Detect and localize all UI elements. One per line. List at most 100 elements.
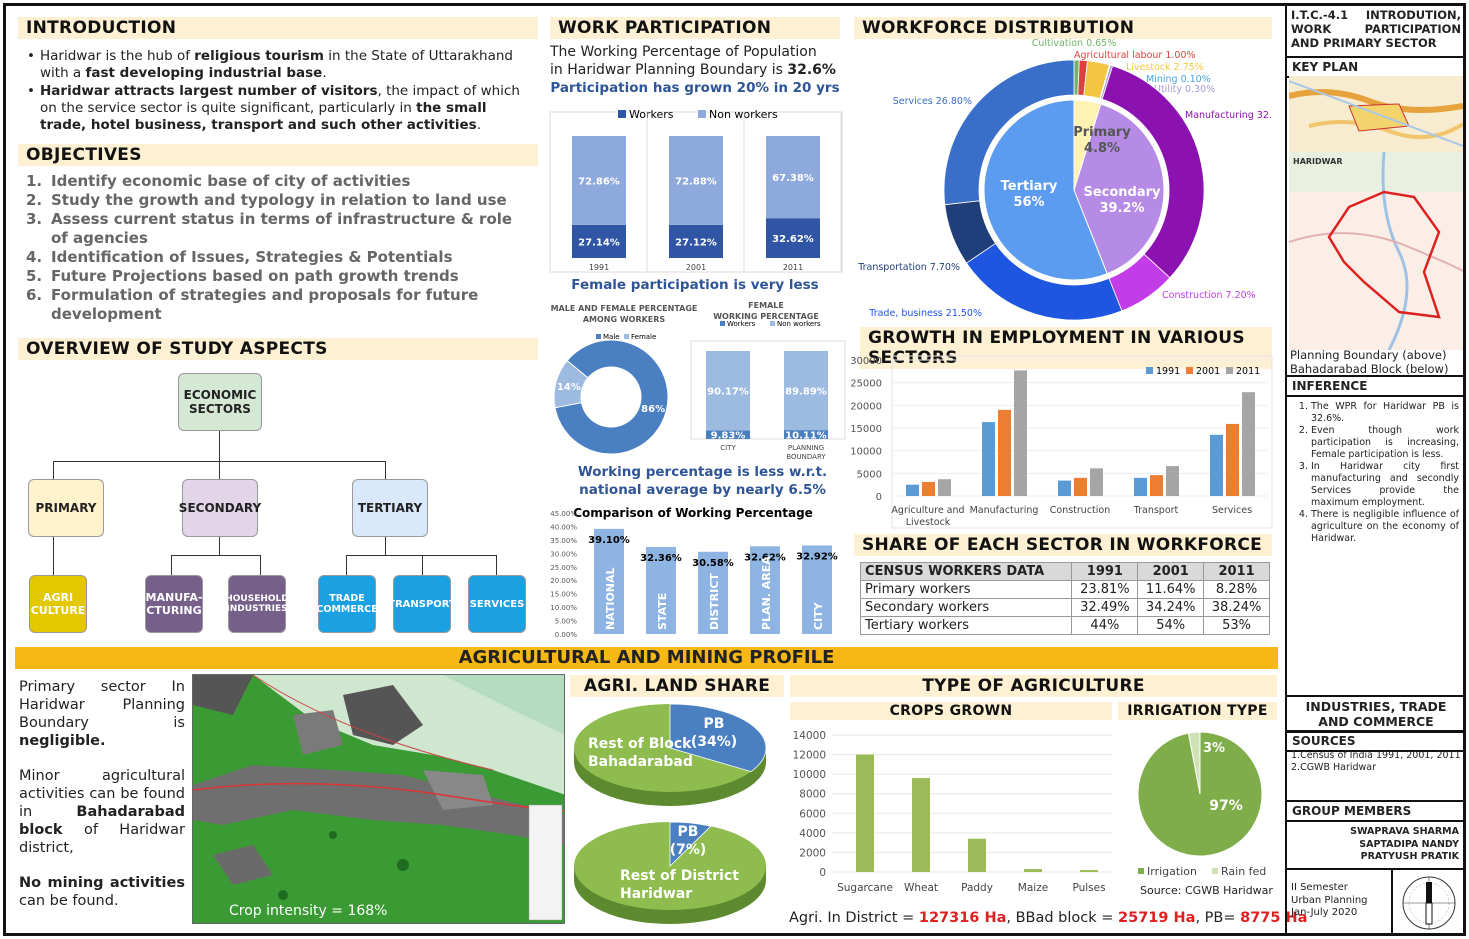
data-label: 30.58% — [692, 558, 734, 569]
slice-label: PB — [678, 824, 699, 840]
transport-box: TRANSPORT — [388, 575, 456, 633]
objective-text: Identify economic base of city of activi… — [51, 172, 411, 190]
bar-segment — [572, 136, 626, 225]
bar — [982, 422, 995, 496]
legend-label: Male — [603, 333, 620, 341]
data-label: 32.36% — [640, 553, 682, 564]
category-label: Wheat — [904, 882, 938, 894]
slice-label: Trade, business 21.50% — [868, 308, 982, 319]
y-tick-label: 20000 — [850, 401, 882, 412]
bar — [968, 838, 986, 872]
agri-p2: Minor agricultural activities can be fou… — [19, 767, 185, 857]
category-label: CITY — [812, 601, 825, 630]
y-tick-label: 5.00% — [555, 618, 578, 626]
agri-area-footer: Agri. In District = 127316 Ha, BBad bloc… — [789, 910, 1307, 926]
secondary-box: SECONDARY — [179, 479, 261, 537]
y-tick-label: 0 — [819, 867, 826, 879]
legend-swatch — [1138, 868, 1144, 874]
inference-item: The WPR for Haridwar PB is 32.6%. — [1311, 401, 1459, 425]
sidebar: I.T.C.-4.1 INTRODUTION, WORK PARTICIPATI… — [1285, 6, 1465, 933]
inference-item: In Haridwar city first manufacturing and… — [1311, 461, 1459, 509]
connector — [219, 537, 220, 555]
bar — [594, 528, 624, 634]
data-label: 72.88% — [675, 176, 717, 187]
sources-item: 1.Census of India 1991, 2001, 2011 — [1291, 750, 1461, 761]
y-tick-label: 30.00% — [550, 550, 577, 558]
legend-label: Irrigation — [1147, 865, 1197, 878]
objectives-heading: OBJECTIVES — [18, 144, 538, 166]
bar — [750, 546, 780, 634]
objective-text: Study the growth and typology in relatio… — [51, 191, 507, 209]
haridwar-map-label: HARIDWAR — [1293, 157, 1342, 166]
sources-heading: SOURCES — [1287, 730, 1465, 752]
key-plan-map-upper — [1289, 76, 1463, 152]
inner-label: Tertiary — [1001, 179, 1058, 194]
connector — [171, 555, 172, 575]
chart-title: Comparison of Working Percentage — [573, 506, 813, 520]
slice-label: Rest of District — [620, 868, 739, 884]
y-tick-label: 8000 — [799, 789, 826, 801]
slice-value: 3% — [1203, 741, 1225, 756]
table-cell: 2011 — [1203, 562, 1270, 581]
slice-value: (7%) — [670, 842, 707, 858]
bar-segment — [766, 136, 820, 219]
divider — [1391, 868, 1393, 933]
agri-text: Minor agricultural activities can be fou… — [19, 768, 185, 820]
pie-slice — [1137, 731, 1263, 857]
group-members-heading: GROUP MEMBERS — [1287, 800, 1465, 822]
y-tick-label: 35.00% — [550, 537, 577, 545]
sheet-title: I.T.C.-4.1 INTRODUTION, WORK PARTICIPATI… — [1291, 8, 1461, 50]
bar — [698, 551, 728, 634]
bar — [1080, 870, 1098, 872]
members-list: SWAPRAVA SHARMA SAPTADIPA NANDY PRATYUSH P… — [1350, 826, 1459, 864]
wpr-line-1: The Working Percentage of Population — [550, 44, 817, 60]
legend-swatch — [1226, 367, 1233, 374]
legend-label: Non workers — [709, 108, 778, 121]
bar — [646, 546, 676, 634]
agri-bold: No mining activities — [19, 875, 185, 891]
inner-value: 4.8% — [1084, 141, 1120, 156]
table-row: Secondary workers 32.49% 34.24% 38.24% — [859, 598, 1270, 617]
table-cell: CENSUS WORKERS DATA — [859, 562, 1073, 581]
legend-swatch — [624, 334, 629, 339]
tick-label: BOUNDARY — [786, 453, 826, 461]
legend-swatch — [720, 321, 725, 326]
legend-swatch — [770, 321, 775, 326]
objective-item: 3. Assess current status in terms of infr… — [26, 210, 526, 248]
intro-bullet-2: Haridwar attracts largest number of visi… — [24, 83, 534, 134]
y-tick-label: 45.00% — [550, 510, 577, 518]
agri-description: Primary sector In Haridwar Planning Boun… — [19, 678, 185, 910]
table-cell: 23.81% — [1071, 580, 1139, 599]
slice-label: Construction 7.20% — [1162, 290, 1256, 301]
objective-text: Future Projections based on path growth … — [51, 267, 459, 285]
workforce-distribution-chart: Cultivation 0.65%Agricultural labour 1.0… — [857, 38, 1272, 320]
slice-label: Transportation 7.70% — [857, 262, 960, 273]
objective-item: 2. Study the growth and typology in relat… — [26, 191, 526, 210]
connector — [53, 537, 54, 575]
y-tick-label: 10000 — [793, 769, 826, 781]
intro-bold: fast developing industrial base — [85, 65, 323, 81]
category-label: Maize — [1018, 882, 1048, 894]
objective-item: 1. Identify economic base of city of acti… — [26, 172, 526, 191]
legend-label: 1991 — [1156, 366, 1180, 377]
bar — [1014, 370, 1027, 496]
y-tick-label: 10000 — [850, 447, 882, 458]
table-cell: 32.49% — [1071, 598, 1139, 617]
intro-text: , the impact of which on the service sec… — [40, 83, 520, 116]
table-cell: 8.28% — [1203, 580, 1270, 599]
legend-swatch — [1212, 868, 1218, 874]
legend-swatch — [1186, 367, 1193, 374]
chart-title: WORKING PERCENTAGE — [713, 312, 819, 321]
agri-p3: No mining activities can be found. — [19, 874, 185, 910]
legend-label: 2001 — [1196, 366, 1220, 377]
connector — [422, 555, 423, 575]
bar — [912, 778, 930, 872]
bar — [922, 481, 935, 496]
share-sector-heading: SHARE OF EACH SECTOR IN WORKFORCE — [854, 534, 1272, 556]
key-plan-map-lower: HARIDWAR — [1289, 152, 1463, 350]
y-tick-label: 0 — [876, 492, 882, 503]
bar — [906, 484, 919, 496]
bar — [1210, 434, 1223, 496]
table-row: Tertiary workers 44% 54% 53% — [859, 616, 1270, 635]
members-item: SAPTADIPA NANDY — [1359, 838, 1459, 850]
